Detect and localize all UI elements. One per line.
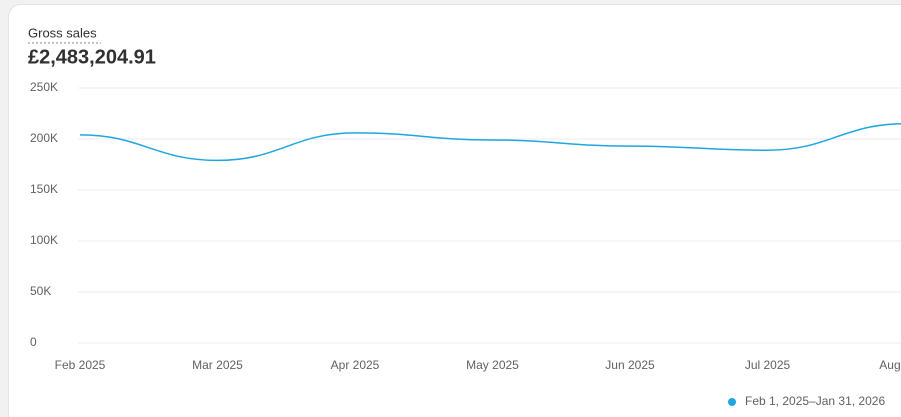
y-tick-label: 250K bbox=[30, 80, 58, 94]
legend-label[interactable]: Feb 1, 2025–Jan 31, 2026 bbox=[745, 394, 885, 408]
y-tick-label: 200K bbox=[30, 131, 58, 145]
x-tick-label: May 2025 bbox=[466, 358, 519, 372]
x-tick-label: Aug 2025 bbox=[879, 358, 901, 372]
card bbox=[8, 4, 901, 417]
x-tick-label: Feb 2025 bbox=[55, 358, 106, 372]
x-tick-label: Mar 2025 bbox=[192, 358, 243, 372]
y-tick-label: 0 bbox=[30, 335, 37, 349]
y-tick-label: 100K bbox=[30, 233, 58, 247]
y-tick-label: 150K bbox=[30, 182, 58, 196]
line-series bbox=[79, 123, 901, 162]
x-tick-label: Jun 2025 bbox=[605, 358, 655, 372]
legend-marker bbox=[728, 398, 736, 406]
chart-subtitle: £2,483,204.91 bbox=[28, 46, 156, 68]
x-tick-label: Jul 2025 bbox=[745, 358, 791, 372]
y-tick-label: 50K bbox=[30, 284, 51, 298]
chart-title[interactable]: Gross sales bbox=[28, 25, 97, 40]
x-tick-label: Apr 2025 bbox=[331, 358, 380, 372]
